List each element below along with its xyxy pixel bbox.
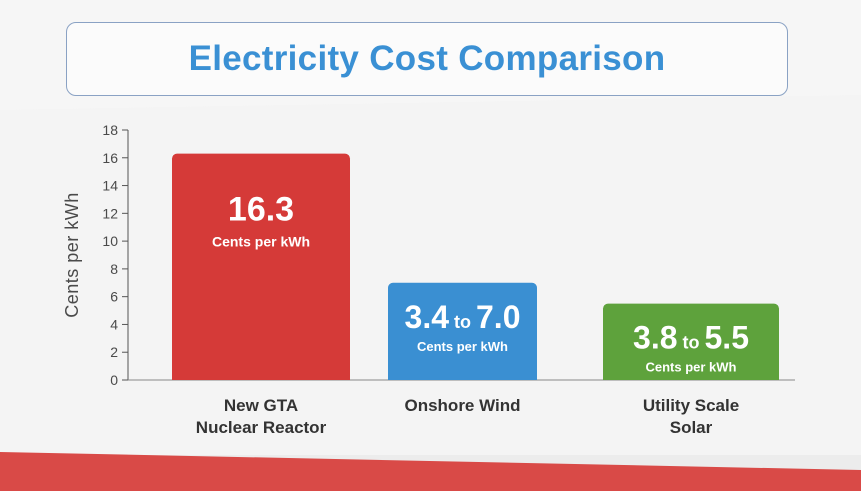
y-tick-label: 2 bbox=[110, 344, 118, 360]
bar-unit-label: Cents per kWh bbox=[417, 339, 508, 354]
chart-title: Electricity Cost Comparison bbox=[188, 39, 666, 78]
y-tick-label: 12 bbox=[102, 205, 118, 221]
bar-value-label: 3.4 to 7.0 bbox=[405, 299, 521, 335]
bar-unit-label: Cents per kWh bbox=[212, 234, 310, 250]
y-tick-label: 10 bbox=[102, 233, 118, 249]
y-tick-label: 8 bbox=[110, 261, 118, 277]
bar-value-label: 3.8 to 5.5 bbox=[633, 320, 749, 356]
category-label: Utility Scale bbox=[643, 396, 739, 415]
bar-base bbox=[603, 374, 779, 380]
bar-unit-label: Cents per kWh bbox=[645, 360, 736, 375]
category-label: Solar bbox=[670, 418, 713, 437]
bottom-red-stripe bbox=[0, 452, 861, 491]
y-tick-label: 4 bbox=[110, 316, 118, 332]
category-label: Onshore Wind bbox=[404, 396, 520, 415]
range-separator: to bbox=[678, 333, 705, 353]
bar-value-label: 16.3 bbox=[228, 191, 294, 229]
category-label: Nuclear Reactor bbox=[196, 418, 327, 437]
bar bbox=[172, 153, 350, 380]
y-tick-label: 18 bbox=[102, 122, 118, 138]
bar-base bbox=[172, 374, 350, 380]
range-separator: to bbox=[449, 312, 476, 332]
title-box: Electricity Cost Comparison bbox=[66, 22, 788, 96]
y-tick-label: 6 bbox=[110, 289, 118, 305]
y-tick-label: 0 bbox=[110, 372, 118, 388]
bar-base bbox=[388, 374, 537, 380]
y-tick-label: 16 bbox=[102, 150, 118, 166]
range-value: 7.0 bbox=[476, 299, 520, 335]
y-tick-label: 14 bbox=[102, 178, 118, 194]
bar bbox=[603, 303, 779, 380]
bar bbox=[388, 282, 537, 380]
y-axis-label: Cents per kWh bbox=[62, 192, 82, 318]
range-value: 3.8 bbox=[633, 320, 677, 356]
range-value: 3.4 bbox=[405, 299, 450, 335]
range-value: 5.5 bbox=[705, 320, 749, 356]
category-label: New GTA bbox=[224, 396, 298, 415]
